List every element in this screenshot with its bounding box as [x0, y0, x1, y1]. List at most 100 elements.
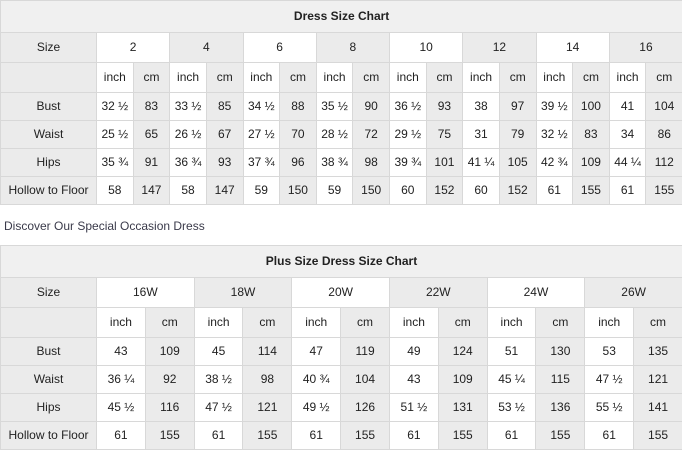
- cell-bust-3: 114: [242, 337, 293, 366]
- cell-hips-3: 93: [205, 148, 244, 177]
- cell-waist-8: 29 ½: [389, 120, 427, 149]
- cell-waist-0: 25 ½: [96, 120, 134, 149]
- cell-hollow-to-floor-10: 61: [584, 421, 635, 450]
- table-row: Hips 45 ½ 116 47 ½ 121 49 ½ 126 51 ½ 131 53 ½ 136 5…: [0, 393, 682, 422]
- unit-header-inch: inch: [608, 62, 647, 93]
- cell-bust-5: 119: [340, 337, 390, 366]
- unit-header-cm: cm: [425, 62, 464, 93]
- cell-waist-15: 86: [645, 120, 682, 149]
- cell-hips-11: 105: [498, 148, 537, 177]
- cell-hollow-to-floor-3: 147: [205, 176, 244, 205]
- unit-header-cm: cm: [437, 307, 488, 338]
- cell-hips-11: 141: [633, 393, 682, 422]
- cell-hips-0: 35 ¾: [96, 148, 134, 177]
- cell-bust-9: 130: [535, 337, 586, 366]
- cell-hollow-to-floor-15: 155: [645, 176, 682, 205]
- cell-bust-11: 135: [633, 337, 682, 366]
- cell-bust-11: 97: [498, 92, 537, 121]
- cell-waist-3: 98: [242, 365, 293, 394]
- unit-header-inch: inch: [193, 307, 244, 338]
- cell-bust-2: 45: [193, 337, 244, 366]
- cell-hollow-to-floor-11: 152: [498, 176, 537, 205]
- cell-hollow-to-floor-9: 155: [535, 421, 586, 450]
- unit-header-cm: cm: [572, 62, 610, 93]
- unit-corner-cell: [0, 307, 97, 338]
- cell-waist-4: 27 ½: [242, 120, 281, 149]
- measurement-rows: Bust 32 ½ 83 33 ½ 85 34 ½ 88 35 ½ 90 36 ½ 93 38 97 39…: [0, 92, 682, 205]
- cell-waist-11: 79: [498, 120, 537, 149]
- cell-hollow-to-floor-8: 60: [389, 176, 427, 205]
- unit-header-cm: cm: [340, 307, 390, 338]
- unit-header-row: inch cm inch cm inch cm inch cm inch cm inch cm inch…: [0, 62, 682, 93]
- cell-bust-0: 32 ½: [96, 92, 134, 121]
- cell-hips-5: 126: [340, 393, 390, 422]
- cell-waist-13: 83: [572, 120, 610, 149]
- cell-hollow-to-floor-4: 59: [242, 176, 281, 205]
- cell-waist-10: 47 ½: [584, 365, 635, 394]
- cell-bust-6: 49: [388, 337, 439, 366]
- unit-header-cm: cm: [242, 307, 293, 338]
- size-header-2: 2: [95, 32, 171, 63]
- cell-waist-4: 40 ¾: [291, 365, 342, 394]
- cell-waist-6: 28 ½: [315, 120, 354, 149]
- cell-hips-10: 55 ½: [584, 393, 635, 422]
- table-row: Hollow to Floor 61 155 61 155 61 155 61 155 61 155…: [0, 421, 682, 450]
- cell-bust-5: 88: [279, 92, 317, 121]
- table-row: Bust 32 ½ 83 33 ½ 85 34 ½ 88 35 ½ 90 36 ½ 93 38 97 39…: [0, 92, 682, 121]
- cell-waist-11: 121: [633, 365, 682, 394]
- cell-bust-6: 35 ½: [315, 92, 354, 121]
- unit-header-row: inch cm inch cm inch cm inch cm inch cm inch cm: [0, 307, 682, 338]
- cell-hollow-to-floor-6: 61: [388, 421, 439, 450]
- cell-bust-8: 36 ½: [389, 92, 427, 121]
- cell-bust-14: 41: [608, 92, 647, 121]
- cell-waist-1: 92: [144, 365, 195, 394]
- cell-hips-8: 53 ½: [486, 393, 537, 422]
- cell-waist-10: 31: [462, 120, 500, 149]
- size-header-22w: 22W: [388, 277, 488, 308]
- unit-header-cm: cm: [498, 62, 537, 93]
- measurement-rows: Bust 43 109 45 114 47 119 49 124 51 130 53 135 Waist 3…: [0, 337, 682, 450]
- cell-bust-3: 85: [205, 92, 244, 121]
- unit-header-cm: cm: [205, 62, 244, 93]
- cell-hollow-to-floor-2: 58: [169, 176, 207, 205]
- cell-bust-4: 47: [291, 337, 342, 366]
- unit-header-inch: inch: [535, 62, 574, 93]
- cell-hips-3: 121: [242, 393, 293, 422]
- cell-hips-2: 47 ½: [193, 393, 244, 422]
- row-label-hollow-to-floor: Hollow to Floor: [0, 421, 97, 450]
- cell-bust-1: 83: [132, 92, 171, 121]
- cell-hollow-to-floor-6: 59: [315, 176, 354, 205]
- chart-title-row: Dress Size Chart: [0, 0, 682, 33]
- cell-hollow-to-floor-4: 61: [291, 421, 342, 450]
- chart-title: Dress Size Chart: [0, 0, 682, 33]
- unit-header-cm: cm: [144, 307, 195, 338]
- size-header-4: 4: [169, 32, 244, 63]
- cell-hollow-to-floor-8: 61: [486, 421, 537, 450]
- unit-header-cm: cm: [633, 307, 682, 338]
- size-header-24w: 24W: [486, 277, 586, 308]
- cell-waist-9: 115: [535, 365, 586, 394]
- cell-hips-13: 109: [572, 148, 610, 177]
- cell-waist-7: 109: [437, 365, 488, 394]
- unit-corner-cell: [0, 62, 97, 93]
- unit-header-inch: inch: [96, 307, 146, 338]
- cell-hollow-to-floor-7: 150: [352, 176, 390, 205]
- cell-hollow-to-floor-9: 152: [425, 176, 464, 205]
- cell-bust-4: 34 ½: [242, 92, 281, 121]
- unit-header-inch: inch: [486, 307, 537, 338]
- cell-bust-7: 124: [437, 337, 488, 366]
- cell-waist-14: 34: [608, 120, 647, 149]
- cell-waist-0: 36 ¼: [96, 365, 146, 394]
- table-row: Bust 43 109 45 114 47 119 49 124 51 130 53 135: [0, 337, 682, 366]
- unit-header-inch: inch: [169, 62, 207, 93]
- cell-waist-12: 32 ½: [535, 120, 574, 149]
- cell-hollow-to-floor-1: 147: [132, 176, 171, 205]
- cell-waist-6: 43: [388, 365, 439, 394]
- table-row: Hollow to Floor 58 147 58 147 59 150 59 150 60 152…: [0, 176, 682, 205]
- table-row: Waist 36 ¼ 92 38 ½ 98 40 ¾ 104 43 109 45 ¼ 115 47 ½…: [0, 365, 682, 394]
- unit-header-inch: inch: [462, 62, 500, 93]
- unit-header-inch: inch: [584, 307, 635, 338]
- cell-hollow-to-floor-7: 155: [437, 421, 488, 450]
